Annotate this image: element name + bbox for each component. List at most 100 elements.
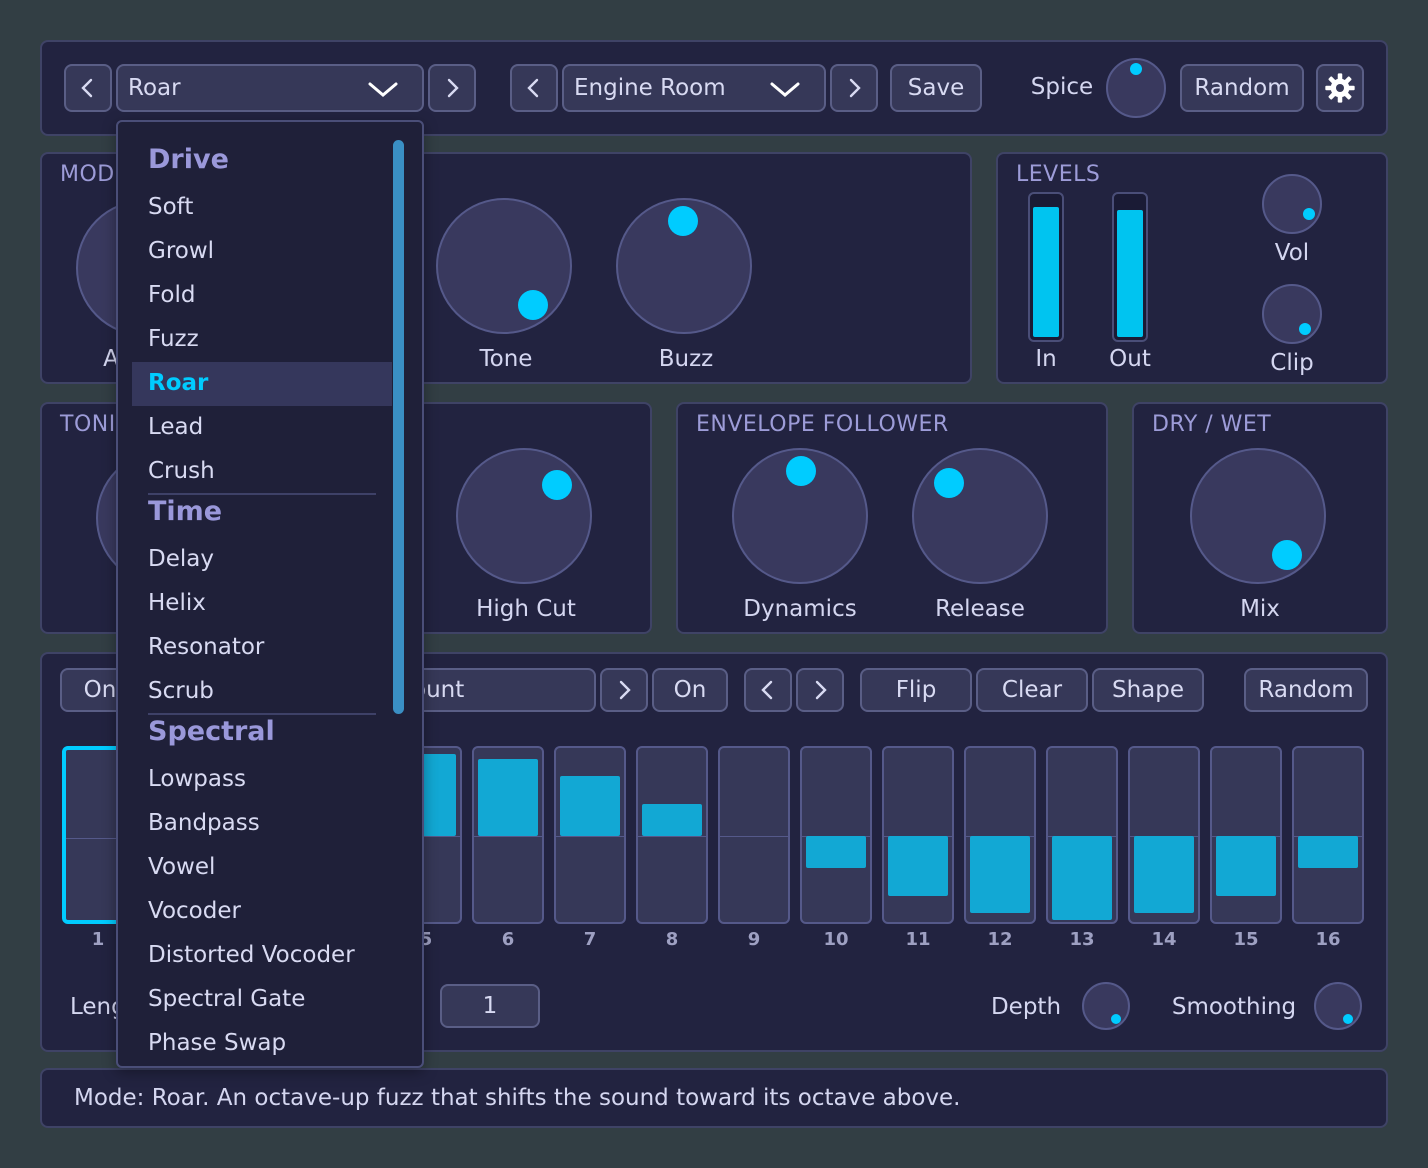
mod-on-right-button[interactable]: On — [652, 668, 728, 712]
tone-panel-title: TONI — [60, 412, 116, 437]
clip-knob[interactable] — [1262, 284, 1322, 344]
preset-prev-button[interactable] — [510, 64, 558, 112]
dropdown-item[interactable]: Vowel — [148, 854, 216, 880]
dropdown-item[interactable]: Fold — [148, 282, 196, 308]
sequencer-step[interactable] — [1292, 746, 1364, 924]
step-center-line — [474, 836, 542, 837]
dropdown-item[interactable]: Bandpass — [148, 810, 260, 836]
step-prev-button[interactable] — [744, 668, 792, 712]
step-value-bar — [1216, 836, 1276, 897]
out-label: Out — [1109, 346, 1151, 372]
dropdown-group-heading: Spectral — [148, 716, 275, 747]
step-value-bar — [970, 836, 1030, 914]
sequencer-step[interactable] — [636, 746, 708, 924]
dropdown-item[interactable]: Vocoder — [148, 898, 241, 924]
step-number: 12 — [987, 929, 1013, 950]
dropdown-item[interactable]: Fuzz — [148, 326, 199, 352]
sequencer-step[interactable] — [882, 746, 954, 924]
step-number: 1 — [91, 929, 105, 950]
clip-label: Clip — [1270, 350, 1314, 376]
clear-button[interactable]: Clear — [976, 668, 1088, 712]
mode-prev-button[interactable] — [64, 64, 112, 112]
dropdown-item[interactable]: Resonator — [148, 634, 265, 660]
mode-dropdown-menu[interactable]: Drive Soft Growl Fold Fuzz Roar Lead Crush Time D… — [116, 120, 424, 1068]
step-center-line — [720, 836, 788, 837]
step-number: 13 — [1069, 929, 1095, 950]
step-number: 14 — [1151, 929, 1177, 950]
step-number: 10 — [823, 929, 849, 950]
dropdown-item[interactable]: Phase Swap — [148, 1030, 287, 1056]
depth-label: Depth — [990, 994, 1062, 1020]
dropdown-item[interactable]: Lead — [148, 414, 204, 440]
chevron-left-icon — [527, 78, 539, 98]
chevron-right-icon — [849, 78, 861, 98]
step-number: 7 — [583, 929, 597, 950]
mod-target-select[interactable]: ount — [400, 668, 596, 712]
step-center-line — [638, 836, 706, 837]
sequencer-step[interactable] — [964, 746, 1036, 924]
sequencer-step[interactable] — [554, 746, 626, 924]
sequencer-step[interactable] — [718, 746, 790, 924]
dropdown-item[interactable]: Distorted Vocoder — [148, 942, 355, 968]
dynamics-knob[interactable] — [732, 448, 868, 584]
dropdown-item[interactable]: Delay — [148, 546, 214, 572]
dropdown-item[interactable]: Roar — [148, 370, 209, 396]
dropdown-item[interactable]: Helix — [148, 590, 206, 616]
smoothing-knob[interactable] — [1314, 982, 1362, 1030]
length-value-field[interactable]: 1 — [440, 984, 540, 1028]
buzz-knob[interactable] — [616, 198, 752, 334]
spice-knob[interactable] — [1106, 58, 1166, 118]
mode-select[interactable]: Roar — [116, 64, 424, 112]
dropdown-item[interactable]: Spectral Gate — [148, 986, 306, 1012]
depth-knob[interactable] — [1082, 982, 1130, 1030]
step-value-bar — [1134, 836, 1194, 914]
step-next-button[interactable] — [796, 668, 844, 712]
sequencer-step[interactable] — [1046, 746, 1118, 924]
settings-button[interactable] — [1316, 64, 1364, 112]
step-number: 9 — [747, 929, 761, 950]
mode-next-button[interactable] — [428, 64, 476, 112]
high-cut-knob[interactable] — [456, 448, 592, 584]
chevron-right-icon — [619, 680, 631, 700]
dropdown-item[interactable]: Soft — [148, 194, 194, 220]
step-number: 11 — [905, 929, 931, 950]
dropdown-separator — [148, 493, 376, 495]
chevron-right-icon — [447, 78, 459, 98]
sequencer-step[interactable] — [800, 746, 872, 924]
release-knob[interactable] — [912, 448, 1048, 584]
mod-target-next-button[interactable] — [600, 668, 648, 712]
step-value-bar — [478, 758, 538, 836]
sequencer-step[interactable] — [472, 746, 544, 924]
dropdown-group-heading: Time — [148, 496, 223, 527]
step-value-bar — [1052, 836, 1112, 921]
high-cut-label: High Cut — [476, 596, 576, 622]
chevron-down-icon — [770, 82, 800, 97]
step-number: 15 — [1233, 929, 1259, 950]
dropdown-item[interactable]: Crush — [148, 458, 215, 484]
dropdown-item[interactable]: Lowpass — [148, 766, 246, 792]
dropdown-item[interactable]: Growl — [148, 238, 215, 264]
random-button[interactable]: Random — [1180, 64, 1304, 112]
chevron-down-icon — [368, 82, 398, 97]
tone-knob[interactable] — [436, 198, 572, 334]
step-center-line — [556, 836, 624, 837]
sequencer-step[interactable] — [1128, 746, 1200, 924]
dropdown-item[interactable]: Scrub — [148, 678, 214, 704]
in-meter — [1028, 192, 1064, 342]
vol-knob[interactable] — [1262, 174, 1322, 234]
preset-next-button[interactable] — [830, 64, 878, 112]
save-button[interactable]: Save — [890, 64, 982, 112]
mix-knob[interactable] — [1190, 448, 1326, 584]
shape-button[interactable]: Shape — [1092, 668, 1204, 712]
chevron-left-icon — [761, 680, 773, 700]
in-label: In — [1035, 346, 1057, 372]
mode-select-value: Roar — [128, 75, 181, 101]
preset-select[interactable]: Engine Room — [562, 64, 826, 112]
chevron-left-icon — [81, 78, 93, 98]
step-value-bar — [1298, 836, 1358, 868]
step-value-bar — [560, 775, 620, 836]
mod-random-button[interactable]: Random — [1244, 668, 1368, 712]
sequencer-step[interactable] — [1210, 746, 1282, 924]
flip-button[interactable]: Flip — [860, 668, 972, 712]
dropdown-scrollbar[interactable] — [393, 140, 404, 714]
